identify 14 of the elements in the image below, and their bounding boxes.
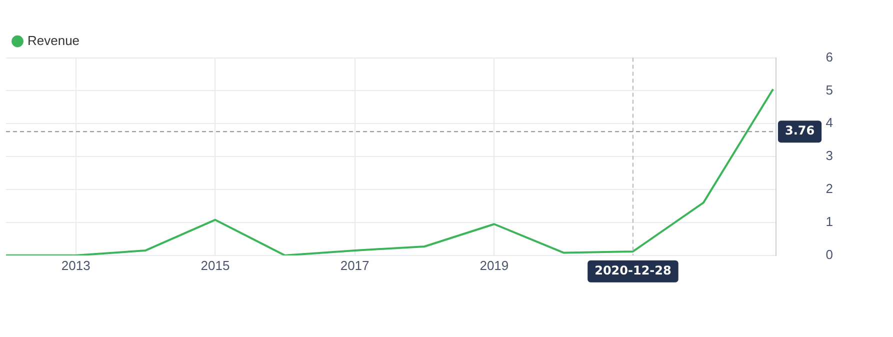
- y-tick-label: 3: [826, 148, 834, 164]
- ref-line-label: 2020-12-28: [594, 264, 672, 278]
- x-tick-label: 2017: [340, 258, 370, 273]
- y-tick-label: 0: [826, 246, 834, 262]
- y-tick-label: 2: [826, 181, 834, 196]
- x-tick-label: 2013: [61, 258, 90, 273]
- y-tick-label: 1: [826, 214, 834, 230]
- legend-label: Revenue: [28, 32, 80, 48]
- x-tick-label: 2015: [200, 258, 230, 273]
- y-tick-label: 4: [826, 115, 834, 130]
- x-tick-label: 2019: [480, 258, 509, 273]
- y-tick-label: 6: [826, 49, 834, 64]
- y-tick-label: 5: [826, 82, 834, 98]
- ref-line-label: 3.76: [784, 124, 815, 138]
